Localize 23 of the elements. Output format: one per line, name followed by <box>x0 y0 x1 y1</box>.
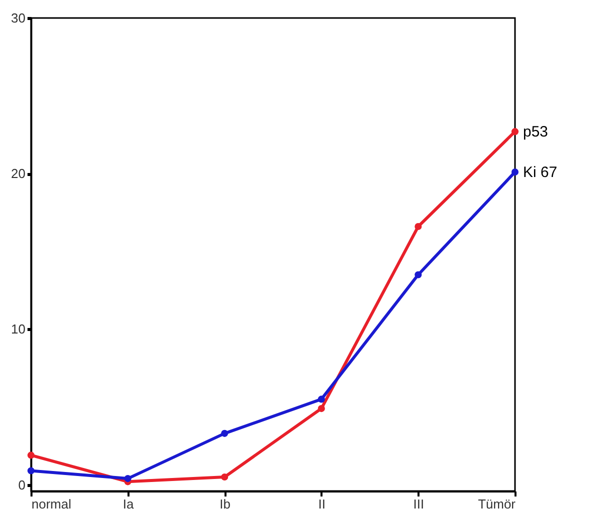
point <box>414 222 422 230</box>
point <box>414 271 422 278</box>
point <box>221 430 228 437</box>
y-tick-label: 0 <box>18 477 26 492</box>
y-tick-label: 10 <box>11 322 26 337</box>
point <box>27 467 35 474</box>
x-tick-label: Ia <box>122 496 134 512</box>
x-tick-label: III <box>413 496 424 512</box>
point <box>27 452 35 459</box>
x-tick-label: normal <box>32 496 72 512</box>
y-tick-label: 20 <box>11 166 26 182</box>
series-label: Ki 67 <box>523 164 558 182</box>
x-tick-label: II <box>318 496 326 512</box>
point <box>221 473 228 481</box>
y-tick-label: 30 <box>11 10 26 26</box>
point <box>511 128 519 136</box>
point <box>318 405 325 412</box>
x-tick-label: Ib <box>220 496 231 512</box>
series-label: p53 <box>523 124 548 141</box>
point <box>318 396 325 403</box>
x-tick-label: Tümör <box>478 496 516 512</box>
point <box>511 168 519 176</box>
point <box>124 475 132 482</box>
